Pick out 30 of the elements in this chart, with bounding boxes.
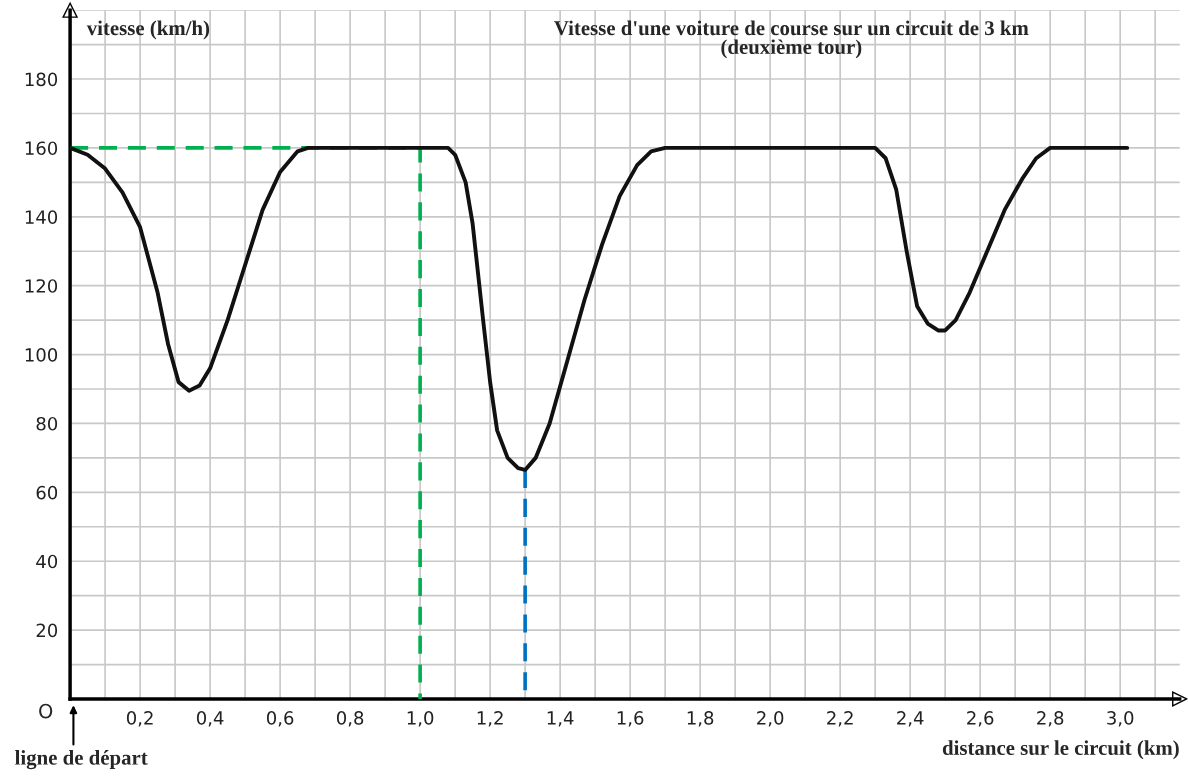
x-axis-title: distance sur le circuit (km): [942, 740, 1179, 760]
y-tick-label: 160: [25, 141, 58, 156]
text: Vitesse d'une voiture de course sur un circuit de 3 km (deuxième tour): [554, 20, 1029, 59]
y-tick-label: 20: [36, 623, 58, 638]
x-tick-label: 3,0: [1107, 711, 1134, 727]
x-tick-label: 1,8: [687, 711, 714, 727]
x-tick-label: 2,2: [827, 711, 853, 727]
x-tick-label: 0,8: [336, 711, 364, 727]
y-axis-title: vitesse (km/h): [86, 20, 210, 40]
x-tick-label: 1,0: [407, 711, 434, 727]
x-tick-label: 0,6: [266, 711, 294, 727]
x-tick-label: 1,4: [547, 711, 574, 727]
y-tick-label: 80: [36, 416, 58, 431]
y-tick-label: 40: [36, 554, 58, 569]
y-tick-label: 100: [25, 348, 58, 362]
x-tick-label: 2,6: [967, 711, 994, 727]
x-tick-label: 2,4: [897, 711, 924, 727]
y-tick-label: 180: [25, 72, 58, 87]
text: ligne de départ: [15, 750, 148, 770]
x-tick-label: 0,2: [126, 711, 153, 727]
x-tick-label: 0,4: [196, 711, 224, 727]
y-tick-label: 120: [25, 279, 58, 293]
x-tick-label: 2,8: [1037, 711, 1064, 727]
y-tick-label: 60: [36, 485, 58, 500]
text: O: [39, 703, 53, 719]
line-series: [70, 145, 1130, 472]
x-tick-label: 2,0: [757, 711, 784, 727]
x-tick-label: 1,2: [477, 711, 503, 727]
x-tick-label: 1,6: [617, 711, 644, 727]
y-tick-label: 140: [25, 210, 58, 224]
